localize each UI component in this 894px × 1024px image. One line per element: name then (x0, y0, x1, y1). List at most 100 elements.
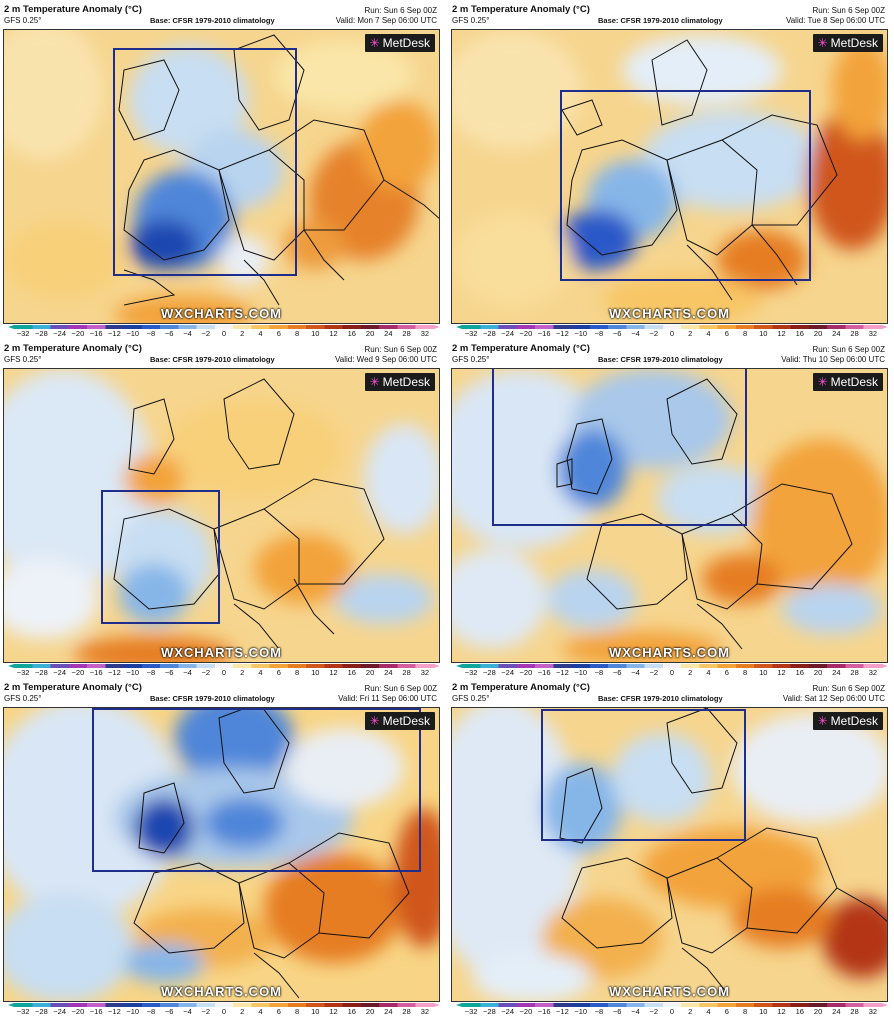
colorbar-tick-label: −6 (612, 668, 622, 677)
colorbar-tick-label: −28 (483, 668, 496, 677)
metdesk-logo: ✳ MetDesk (812, 373, 883, 391)
colorbar-tick-label: 0 (221, 329, 227, 338)
colorbar-tick-label: 2 (240, 329, 245, 338)
colorbar-tick-label: −24 (501, 329, 515, 338)
colorbar-tick-label: 4 (706, 329, 711, 338)
panel-header: 2 m Temperature Anomaly (°C) GFS 0.25° B… (448, 680, 889, 708)
colorbar-tick-label: 8 (294, 668, 300, 677)
base-label: Base: CFSR 1979-2010 climatology (598, 694, 723, 703)
map-panel-wed-9-sep: 2 m Temperature Anomaly (°C) GFS 0.25° B… (0, 341, 441, 677)
colorbar-tick-label: 12 (329, 329, 338, 338)
colorbar-tick-label: 16 (347, 1007, 356, 1016)
colorbar (462, 325, 882, 329)
colorbar-tick-label: −32 (464, 329, 478, 338)
colorbar-tick-label: 0 (669, 329, 675, 338)
colorbar-tick-label: −6 (164, 1007, 174, 1016)
valid-label: Valid: Thu 10 Sep 06:00 UTC (781, 355, 885, 364)
run-label: Run: Sun 6 Sep 00Z (812, 6, 886, 15)
model-label: GFS 0.25° (4, 16, 42, 25)
colorbar-tick-label: −10 (126, 1007, 140, 1016)
valid-label: Valid: Fri 11 Sep 06:00 UTC (338, 694, 437, 703)
run-label: Run: Sun 6 Sep 00Z (812, 684, 886, 693)
colorbar-tick-label: −32 (16, 668, 30, 677)
colorbar-tick-label: −2 (649, 1007, 659, 1016)
run-label: Run: Sun 6 Sep 00Z (812, 345, 886, 354)
colorbar (14, 1003, 434, 1007)
metdesk-star-icon: ✳ (369, 375, 380, 389)
colorbar-tick-label: 28 (402, 668, 411, 677)
colorbar-tick-label: 24 (384, 1007, 393, 1016)
anomaly-map-graphic (452, 30, 887, 323)
colorbar-tick-label: 2 (688, 329, 693, 338)
colorbar (14, 325, 434, 329)
colorbar (462, 1003, 882, 1007)
colorbar-tick-label: 16 (347, 668, 356, 677)
colorbar-tick-label: 0 (669, 668, 675, 677)
wxcharts-watermark: WXCHARTS.COM (160, 645, 283, 660)
colorbar-tick-label: −20 (519, 329, 533, 338)
colorbar-tick-label: −24 (501, 668, 515, 677)
anomaly-map: ✳ MetDesk WXCHARTS.COM (3, 368, 440, 663)
colorbar-tick-label: 12 (777, 1007, 786, 1016)
colorbar-min-arrow (8, 664, 14, 668)
anomaly-map: ✳ MetDesk WXCHARTS.COM (3, 29, 440, 324)
colorbar-tick-label: −28 (35, 668, 48, 677)
anomaly-map: ✳ MetDesk WXCHARTS.COM (3, 707, 440, 1002)
panel-title: 2 m Temperature Anomaly (°C) (4, 682, 142, 693)
colorbar-tick-label: −16 (89, 1007, 103, 1016)
panel-header: 2 m Temperature Anomaly (°C) GFS 0.25° B… (0, 2, 441, 30)
colorbar-tick-label: −8 (594, 329, 604, 338)
colorbar-tick-label: 6 (276, 1007, 281, 1016)
colorbar-tick-label: 32 (420, 668, 430, 677)
colorbar-max-arrow (434, 1003, 440, 1007)
colorbar-tick-label: −16 (537, 1007, 551, 1016)
colorbar-tick-label: 2 (240, 668, 245, 677)
colorbar-tick-label: 28 (850, 329, 859, 338)
map-panel-mon-7-sep: 2 m Temperature Anomaly (°C) GFS 0.25° B… (0, 2, 441, 338)
colorbar-ticks: −32 −28 −24 −20 −16 −12 −10 −8 −6 −4 −2 0 2 4 6 8 10 12 16… (462, 668, 882, 677)
colorbar-tick-label: 20 (365, 668, 375, 677)
colorbar-max-arrow (882, 664, 888, 668)
colorbar-max-arrow (882, 1003, 888, 1007)
colorbar-tick-label: 16 (795, 668, 804, 677)
colorbar-ticks: −32 −28 −24 −20 −16 −12 −10 −8 −6 −4 −2 0 2 4 6 8 10 12 16… (14, 668, 434, 677)
colorbar-tick-label: −16 (89, 329, 103, 338)
colorbar-tick-label: −2 (649, 668, 659, 677)
colorbar-tick-label: 32 (420, 1007, 430, 1016)
model-label: GFS 0.25° (452, 16, 490, 25)
colorbar-tick-label: −12 (108, 329, 121, 338)
colorbar-tick-label: −24 (501, 1007, 515, 1016)
colorbar-tick-label: −24 (53, 329, 67, 338)
panel-header: 2 m Temperature Anomaly (°C) GFS 0.25° B… (0, 341, 441, 369)
colorbar-tick-label: −12 (108, 668, 121, 677)
colorbar-tick-label: −4 (631, 1007, 640, 1016)
colorbar-ticks: −32 −28 −24 −20 −16 −12 −10 −8 −6 −4 −2 0 2 4 6 8 10 12 16… (462, 329, 882, 338)
colorbar-tick-label: −32 (464, 668, 478, 677)
colorbar-tick-label: 32 (868, 668, 878, 677)
metdesk-star-icon: ✳ (817, 714, 828, 728)
colorbar-tick-label: 2 (688, 668, 693, 677)
colorbar-ticks: −32 −28 −24 −20 −16 −12 −10 −8 −6 −4 −2 0 2 4 6 8 10 12 16… (14, 1007, 434, 1016)
colorbar-tick-label: 10 (759, 668, 768, 677)
colorbar-tick-label: 16 (795, 1007, 804, 1016)
colorbar-tick-label: 8 (294, 1007, 300, 1016)
colorbar-tick-label: −24 (53, 1007, 67, 1016)
colorbar-tick-label: 4 (706, 668, 711, 677)
colorbar-tick-label: −10 (126, 329, 140, 338)
colorbar-min-arrow (456, 1003, 462, 1007)
colorbar-tick-label: 28 (850, 668, 859, 677)
colorbar-tick-label: 10 (311, 329, 320, 338)
colorbar-tick-label: 20 (365, 329, 375, 338)
panel-title: 2 m Temperature Anomaly (°C) (452, 343, 590, 354)
colorbar-tick-label: −8 (594, 1007, 604, 1016)
wxcharts-watermark: WXCHARTS.COM (608, 984, 731, 999)
panel-title: 2 m Temperature Anomaly (°C) (4, 343, 142, 354)
colorbar-tick-label: 32 (420, 329, 430, 338)
run-label: Run: Sun 6 Sep 00Z (364, 345, 438, 354)
colorbar-max-arrow (882, 325, 888, 329)
colorbar-tick-label: −6 (612, 1007, 622, 1016)
colorbar-tick-label: −28 (35, 329, 48, 338)
colorbar-tick-label: −2 (201, 1007, 211, 1016)
colorbar-tick-label: −16 (537, 329, 551, 338)
panel-header: 2 m Temperature Anomaly (°C) GFS 0.25° B… (448, 2, 889, 30)
